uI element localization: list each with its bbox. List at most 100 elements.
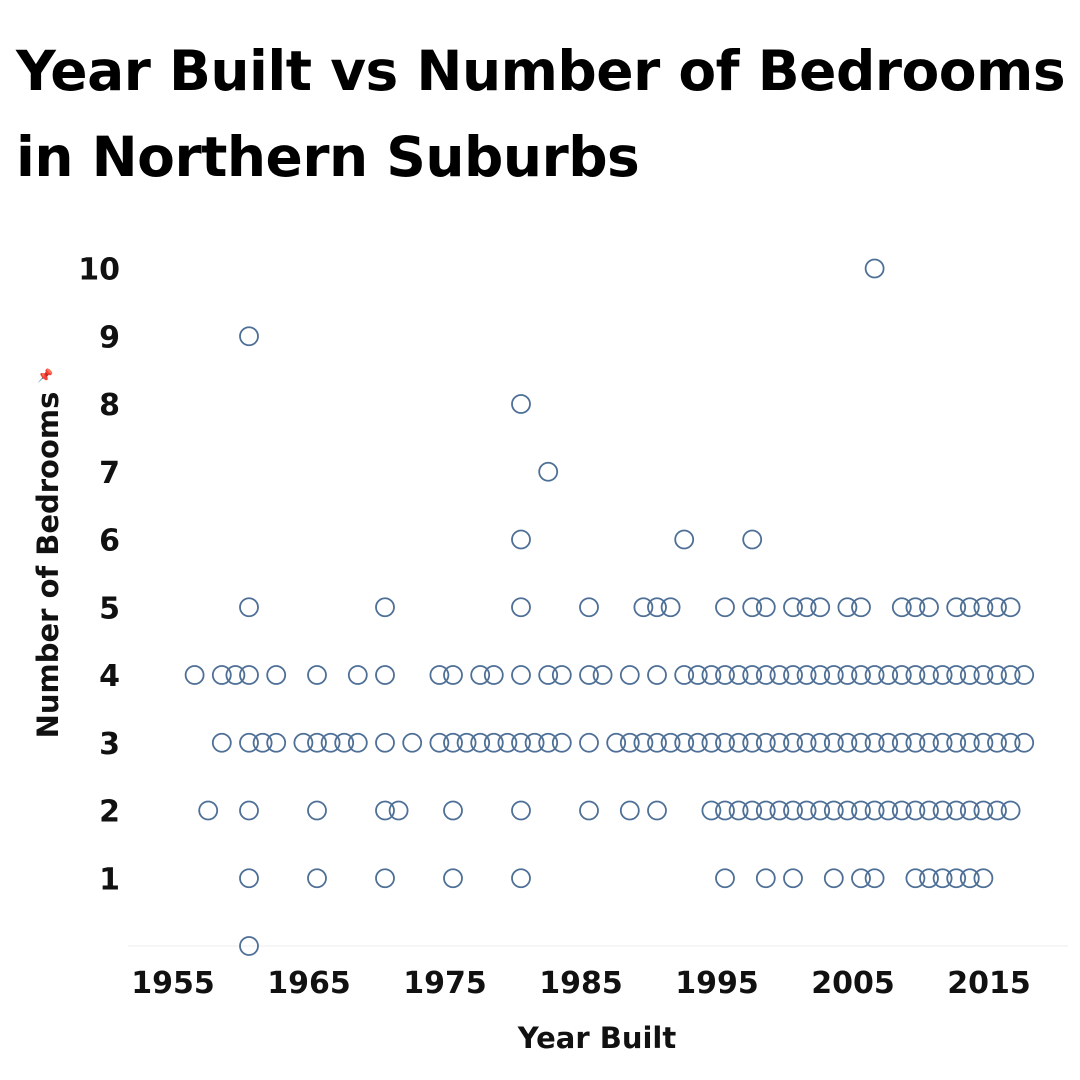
data-point [851, 800, 871, 821]
data-point [1014, 665, 1035, 685]
data-point [864, 800, 885, 821]
x-tick-label: 1995 [675, 966, 759, 1001]
data-point [851, 597, 871, 618]
data-point [837, 597, 858, 618]
data-point [742, 597, 763, 618]
data-point [701, 665, 722, 685]
data-point [851, 732, 871, 753]
data-point [946, 597, 967, 618]
data-point [538, 665, 559, 685]
data-point [579, 597, 599, 618]
data-point [959, 732, 980, 753]
data-point [633, 597, 654, 618]
data-point [878, 732, 899, 753]
data-point [347, 732, 368, 753]
data-point [755, 732, 776, 753]
data-point [905, 732, 926, 753]
data-point [715, 800, 735, 821]
data-point [755, 665, 776, 685]
data-point [647, 597, 667, 618]
data-point [973, 732, 994, 753]
data-point [783, 597, 803, 618]
data-point [919, 800, 939, 821]
data-point [443, 665, 463, 685]
data-point [647, 732, 667, 753]
data-point [687, 665, 708, 685]
data-point [851, 665, 871, 685]
data-point [878, 800, 899, 821]
data-point [864, 732, 885, 753]
x-tick-label: 1955 [131, 966, 215, 1001]
data-point [823, 732, 844, 753]
data-point [783, 665, 803, 685]
data-point [266, 665, 287, 685]
y-tick-label: 9 [99, 320, 120, 355]
data-point [810, 665, 831, 685]
x-axis-label: Year Built [517, 1021, 677, 1055]
data-point [823, 665, 844, 685]
y-tick-label: 6 [99, 524, 120, 559]
data-point [483, 732, 504, 753]
data-point [946, 868, 967, 889]
data-point [538, 461, 559, 482]
data-point [320, 732, 341, 753]
data-point [946, 800, 967, 821]
y-tick-label: 10 [78, 253, 120, 288]
data-point [347, 665, 368, 685]
data-point [443, 868, 463, 889]
data-point [905, 868, 926, 889]
data-point [864, 868, 885, 889]
data-points [184, 258, 1035, 956]
data-point [579, 732, 599, 753]
data-point [919, 597, 939, 618]
data-point [674, 732, 695, 753]
y-tick-label: 8 [99, 388, 120, 423]
data-point [334, 732, 355, 753]
data-point [443, 732, 463, 753]
data-point [388, 800, 409, 821]
data-point [647, 800, 667, 821]
x-tick-label: 2005 [811, 966, 895, 1001]
data-point [715, 732, 735, 753]
data-point [674, 665, 695, 685]
data-point [837, 732, 858, 753]
data-point [701, 800, 722, 821]
data-point [728, 800, 749, 821]
data-point [443, 800, 463, 821]
data-point [891, 597, 912, 618]
data-point [660, 732, 681, 753]
data-point [932, 665, 953, 685]
data-point [891, 732, 912, 753]
x-tick-label: 1965 [267, 966, 351, 1001]
data-point [551, 665, 572, 685]
data-point [375, 868, 395, 889]
data-point [307, 665, 327, 685]
x-tick-label: 1985 [539, 966, 623, 1001]
data-point [239, 800, 259, 821]
data-point [783, 732, 803, 753]
data-point [375, 800, 395, 821]
y-tick-labels: 1 2 3 4 5 6 7 8 9 10 [78, 253, 120, 898]
data-point [511, 529, 531, 550]
data-point [796, 732, 817, 753]
data-point [810, 800, 831, 821]
data-point [239, 936, 259, 956]
data-point [959, 868, 980, 889]
data-point [647, 665, 667, 685]
data-point [837, 665, 858, 685]
data-point [429, 732, 450, 753]
y-tick-label: 4 [99, 659, 120, 694]
data-point [810, 732, 831, 753]
data-point [307, 732, 327, 753]
data-point [1000, 665, 1021, 685]
data-point [307, 800, 327, 821]
data-point [864, 665, 885, 685]
data-point [687, 732, 708, 753]
data-point [987, 665, 1007, 685]
data-point [619, 665, 640, 685]
data-point [946, 732, 967, 753]
data-point [252, 732, 273, 753]
data-point [783, 800, 803, 821]
chart-title: Year Built vs Number of Bedrooms in Nort… [16, 39, 1066, 189]
